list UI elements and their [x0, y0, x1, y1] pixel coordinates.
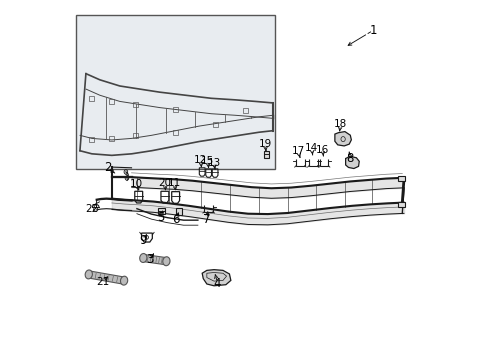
Text: 22: 22: [85, 204, 99, 215]
Text: 9: 9: [140, 234, 147, 247]
Polygon shape: [345, 156, 359, 168]
Polygon shape: [142, 255, 166, 265]
Text: 20: 20: [158, 178, 171, 188]
Bar: [175, 208, 182, 215]
Text: 11: 11: [167, 178, 181, 188]
Text: 19: 19: [258, 139, 271, 149]
Text: 10: 10: [129, 179, 142, 189]
Bar: [89, 96, 94, 101]
Text: 7: 7: [203, 213, 210, 226]
Bar: [109, 99, 114, 104]
Bar: [397, 176, 405, 181]
Polygon shape: [202, 270, 230, 286]
Bar: [173, 107, 178, 112]
Text: 6: 6: [172, 213, 180, 226]
Text: 4: 4: [213, 277, 221, 290]
Text: 2: 2: [103, 161, 111, 174]
Bar: [133, 133, 138, 138]
Text: 3: 3: [145, 253, 153, 266]
Polygon shape: [88, 271, 124, 284]
Polygon shape: [334, 132, 351, 146]
Ellipse shape: [85, 270, 92, 279]
Bar: [76, 15, 274, 169]
Bar: [397, 202, 405, 207]
Bar: [109, 136, 114, 141]
Bar: [212, 122, 217, 127]
Bar: [158, 208, 164, 215]
Text: 21: 21: [96, 277, 109, 287]
Text: 5: 5: [157, 211, 164, 224]
Text: 16: 16: [315, 144, 328, 154]
Ellipse shape: [140, 253, 146, 262]
Text: 8: 8: [346, 152, 353, 165]
Text: 14: 14: [305, 143, 318, 153]
Bar: [242, 108, 247, 113]
Text: 13: 13: [207, 158, 220, 168]
Ellipse shape: [120, 276, 127, 285]
Text: 18: 18: [333, 120, 346, 129]
Text: 1: 1: [369, 24, 377, 37]
Bar: [89, 138, 94, 143]
Text: 17: 17: [291, 146, 305, 156]
Bar: [264, 150, 268, 158]
Bar: [133, 102, 138, 107]
Ellipse shape: [163, 257, 170, 266]
Text: 15: 15: [201, 156, 214, 166]
Bar: [173, 130, 178, 135]
Text: 12: 12: [194, 155, 207, 165]
